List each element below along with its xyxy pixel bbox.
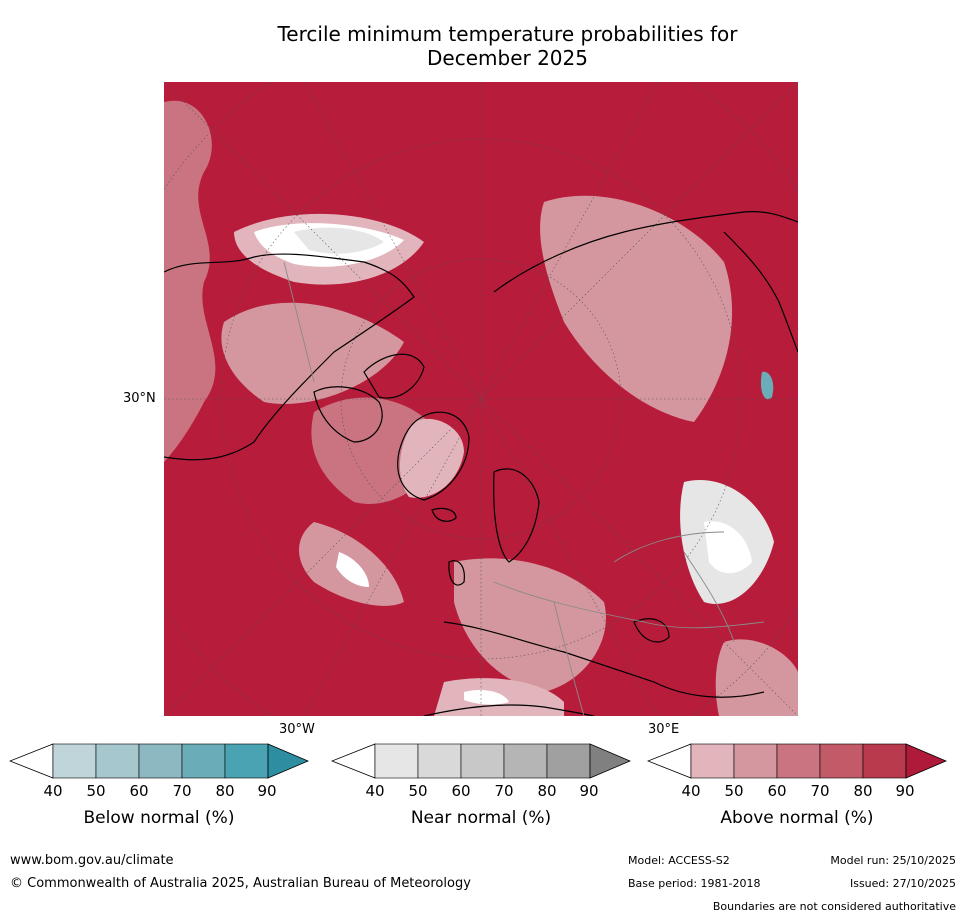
tick-label: 40: [681, 782, 701, 800]
title-line-2: December 2025: [427, 46, 588, 70]
model-run-info: Model run: 25/10/2025: [830, 854, 956, 867]
coast-europe-med: [443, 621, 765, 698]
shade-50-region-nw: [164, 100, 216, 463]
coast-greenland: [397, 411, 470, 501]
colorbar-segment: [546, 743, 591, 779]
tick-label: 90: [895, 782, 915, 800]
colorbar-segment: [690, 743, 735, 779]
boundaries-disclaimer: Boundaries are not considered authoritat…: [712, 900, 956, 913]
base-period-info: Base period: 1981-2018: [628, 877, 761, 890]
colorbar-below-normal-svg: [8, 743, 310, 779]
colorbar-above-normal-title: Above normal (%): [720, 808, 874, 828]
shade-60-region-pacific: [221, 302, 404, 404]
colorbar-above-normal: [646, 743, 948, 779]
latitude-label-30n: 30°N: [123, 391, 156, 406]
colorbar-extend-high: [267, 743, 310, 779]
coast-arctic-islands: [363, 353, 425, 399]
colorbar-segment: [52, 743, 97, 779]
title-line-1: Tercile minimum temperature probabilitie…: [277, 22, 738, 46]
tick-label: 80: [215, 782, 235, 800]
colorbar-below-normal: [8, 743, 310, 779]
colorbar-segment: [138, 743, 183, 779]
shade-60-east: [715, 639, 798, 716]
colorbar-above-normal-ticks: 40 50 60 70 80 90: [647, 782, 947, 802]
graticule: [164, 82, 798, 716]
website-link[interactable]: www.bom.gov.au/climate: [10, 853, 174, 868]
colorbar-segment: [224, 743, 269, 779]
tick-label: 50: [724, 782, 744, 800]
shade-50-siberia: [540, 195, 733, 422]
colorbar-segment: [776, 743, 821, 779]
chart-title: Tercile minimum temperature probabilitie…: [200, 22, 815, 70]
colorbar-segment: [417, 743, 462, 779]
colorbar-near-normal-ticks: 40 50 60 70 80 90: [331, 782, 631, 802]
colorbar-segment: [181, 743, 226, 779]
colorbar-near-normal-title: Near normal (%): [410, 808, 552, 828]
colorbar-segment: [460, 743, 505, 779]
tick-label: 90: [579, 782, 599, 800]
colorbar-extend-low: [8, 743, 54, 779]
tick-label: 70: [810, 782, 830, 800]
shade-grey-pacific: [294, 227, 384, 254]
map-svg: [164, 82, 798, 716]
colorbar-below-normal-ticks: 40 50 60 70 80 90: [9, 782, 309, 802]
colorbar-segment: [95, 743, 140, 779]
coast-siberia: [493, 211, 798, 293]
tick-label: 40: [43, 782, 63, 800]
colorbar-above-normal-svg: [646, 743, 948, 779]
country-borders: [283, 261, 765, 716]
tick-label: 40: [365, 782, 385, 800]
colorbar-segment: [503, 743, 548, 779]
coast-iceland: [431, 507, 457, 522]
longitude-label-30w: 30°W: [279, 722, 315, 737]
shade-white-asia: [704, 521, 752, 574]
coast-north-africa: [423, 704, 595, 716]
tick-label: 70: [494, 782, 514, 800]
shade-below-asia: [760, 371, 774, 400]
shade-60-greenland: [399, 418, 464, 498]
colorbar-near-normal: [330, 743, 632, 779]
model-info: Model: ACCESS-S2: [628, 854, 730, 867]
tick-label: 50: [408, 782, 428, 800]
shade-white-north-africa: [464, 690, 509, 705]
colorbar-extend-low: [330, 743, 376, 779]
tick-label: 70: [172, 782, 192, 800]
colorbar-segment: [819, 743, 864, 779]
colorbar-extend-low: [646, 743, 692, 779]
coast-black-caspian: [633, 618, 670, 643]
longitude-label-30e: 30°E: [648, 722, 680, 737]
shade-60-europe: [454, 558, 606, 692]
tick-label: 50: [86, 782, 106, 800]
colorbar-extend-high: [905, 743, 948, 779]
tick-label: 80: [537, 782, 557, 800]
colorbar-extend-high: [589, 743, 632, 779]
tick-label: 80: [853, 782, 873, 800]
coastlines: [164, 211, 798, 716]
probability-map: [164, 82, 798, 716]
tick-label: 90: [257, 782, 277, 800]
tick-label: 60: [451, 782, 471, 800]
coast-kamchatka: [723, 231, 798, 353]
colorbar-segment: [733, 743, 778, 779]
coast-hudson: [313, 386, 383, 443]
colorbar-segment: [374, 743, 419, 779]
colorbar-near-normal-svg: [330, 743, 632, 779]
colorbar-below-normal-title: Below normal (%): [83, 808, 235, 828]
coast-alaska-canada: [164, 253, 415, 461]
copyright-notice: © Commonwealth of Australia 2025, Austra…: [10, 876, 471, 891]
coast-scandinavia: [493, 468, 540, 563]
colorbar-segment: [862, 743, 907, 779]
probability-shading: [164, 100, 798, 716]
tick-label: 60: [767, 782, 787, 800]
coast-uk: [448, 560, 465, 586]
issued-info: Issued: 27/10/2025: [849, 877, 956, 890]
tick-label: 60: [129, 782, 149, 800]
shade-white-atlantic: [336, 552, 369, 587]
